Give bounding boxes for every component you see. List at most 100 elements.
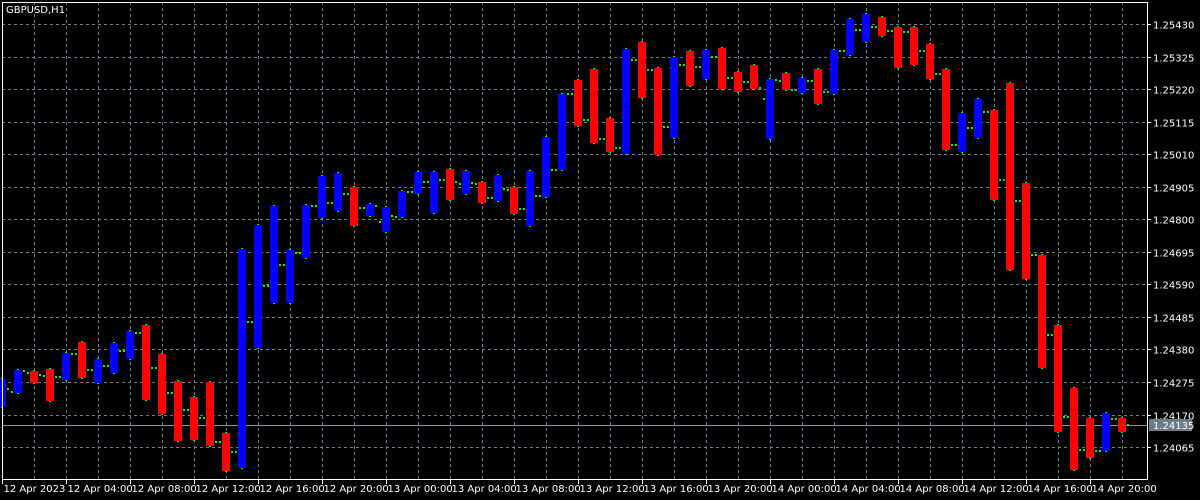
y-tick-label: 1.24905 xyxy=(1153,184,1194,195)
candle[interactable] xyxy=(75,341,89,379)
candle[interactable] xyxy=(619,48,633,155)
candle[interactable] xyxy=(187,396,201,441)
candle-body xyxy=(798,78,806,93)
candle[interactable] xyxy=(1099,412,1113,452)
high-tick xyxy=(337,172,339,173)
candle[interactable] xyxy=(779,72,793,91)
candle[interactable] xyxy=(107,342,121,374)
candle[interactable] xyxy=(235,248,249,469)
candle[interactable] xyxy=(123,330,137,360)
candle[interactable] xyxy=(155,353,169,415)
close-tick xyxy=(919,50,921,52)
y-tick-label: 1.25010 xyxy=(1153,151,1194,162)
candle[interactable] xyxy=(875,16,889,37)
candle-body xyxy=(510,187,518,214)
candle[interactable] xyxy=(347,186,361,227)
candle[interactable] xyxy=(587,68,601,144)
candle[interactable] xyxy=(699,49,713,80)
candle[interactable] xyxy=(427,171,441,214)
candle-body xyxy=(350,187,358,226)
candle[interactable] xyxy=(459,170,473,195)
candle[interactable] xyxy=(1003,82,1017,271)
candle[interactable] xyxy=(891,26,905,69)
low-tick xyxy=(545,197,547,198)
close-tick xyxy=(439,179,441,181)
candle[interactable] xyxy=(251,224,265,349)
y-tick-label: 1.24065 xyxy=(1153,444,1194,455)
candle[interactable] xyxy=(1051,324,1065,433)
candle[interactable] xyxy=(635,41,649,99)
low-tick xyxy=(881,36,883,37)
candle[interactable] xyxy=(571,79,585,127)
candle[interactable] xyxy=(267,205,281,304)
open-tick xyxy=(1003,179,1005,181)
candle-body xyxy=(1086,418,1094,458)
candle[interactable] xyxy=(219,432,233,472)
candle[interactable] xyxy=(27,370,41,384)
candle[interactable] xyxy=(907,26,921,66)
candle[interactable] xyxy=(667,56,681,139)
candle[interactable] xyxy=(971,98,985,139)
candle[interactable] xyxy=(955,112,969,153)
candle[interactable] xyxy=(715,47,729,90)
candle-body xyxy=(334,173,342,211)
candle[interactable] xyxy=(555,93,569,171)
candle[interactable] xyxy=(1067,387,1081,471)
close-tick xyxy=(87,369,89,371)
candle[interactable] xyxy=(923,43,937,80)
candle[interactable] xyxy=(539,136,553,198)
candle[interactable] xyxy=(1035,254,1049,369)
candle[interactable] xyxy=(139,324,153,401)
candle[interactable] xyxy=(987,109,1001,201)
x-tick-label: 13 Apr 00:00 xyxy=(388,484,453,495)
candle[interactable] xyxy=(171,380,185,442)
candle[interactable] xyxy=(315,175,329,219)
open-tick xyxy=(443,179,445,181)
candle[interactable] xyxy=(763,78,777,140)
open-tick xyxy=(91,369,93,371)
price-axis[interactable]: 1.25430 1.25325 1.25220 1.25115 1.25010 1.249… xyxy=(1147,21,1194,455)
candle[interactable] xyxy=(603,117,617,153)
candle[interactable] xyxy=(331,172,345,212)
candle[interactable] xyxy=(795,77,809,94)
candle[interactable] xyxy=(747,64,761,90)
candle[interactable] xyxy=(395,190,409,218)
candle[interactable] xyxy=(827,49,841,95)
candle[interactable] xyxy=(283,249,297,304)
candle[interactable] xyxy=(443,168,457,201)
candle-body xyxy=(382,207,390,232)
candle[interactable] xyxy=(523,170,537,227)
candle[interactable] xyxy=(59,352,73,381)
candle[interactable] xyxy=(683,50,697,87)
candle[interactable] xyxy=(203,381,217,447)
candle[interactable] xyxy=(91,358,105,384)
candle[interactable] xyxy=(1083,417,1097,459)
candle[interactable] xyxy=(1019,182,1033,280)
candle[interactable] xyxy=(731,71,745,93)
x-tick-label: 13 Apr 16:00 xyxy=(644,484,709,495)
candle[interactable] xyxy=(811,68,825,105)
candle[interactable] xyxy=(379,206,393,233)
candle[interactable] xyxy=(939,68,953,151)
candle[interactable] xyxy=(411,171,425,195)
high-tick xyxy=(1057,324,1059,325)
candle[interactable] xyxy=(491,174,505,202)
candle[interactable] xyxy=(859,13,873,43)
candle[interactable] xyxy=(475,181,489,204)
close-tick xyxy=(119,350,121,352)
candle[interactable] xyxy=(507,186,521,215)
candle[interactable] xyxy=(651,67,665,156)
high-tick xyxy=(305,204,307,205)
high-tick xyxy=(497,174,499,175)
x-tick-label: 12 Apr 20:00 xyxy=(324,484,389,495)
open-tick xyxy=(939,73,941,75)
open-tick xyxy=(827,91,829,93)
candle[interactable] xyxy=(363,203,377,217)
candle[interactable] xyxy=(11,369,25,394)
candle[interactable] xyxy=(843,18,857,56)
candle[interactable] xyxy=(43,368,57,402)
candle[interactable] xyxy=(1115,417,1129,433)
candle[interactable] xyxy=(299,204,313,259)
